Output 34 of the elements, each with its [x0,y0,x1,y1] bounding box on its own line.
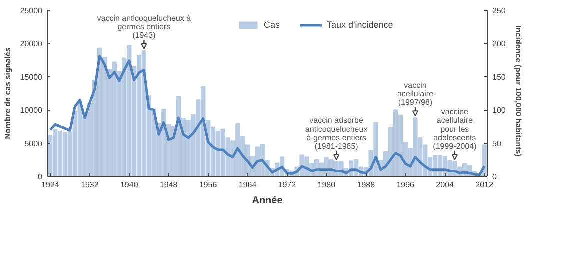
y2-tick-label: 0 [492,172,498,182]
x-tick-label: 2012 [476,180,494,190]
annotation: vaccin adsorbé anticoquelucheux à germes entiers (1981-1985) [305,116,368,151]
y-tick-label: 15000 [20,72,44,82]
y2-tick-label: 50 [492,139,502,148]
legend-label: Cas [264,20,282,30]
y2-tick-label: 200 [492,40,506,49]
bar [482,144,487,176]
x-tick-label: 1996 [396,180,416,190]
x-tick-label: 1948 [160,180,178,190]
y-tick-label: 0 [38,172,44,182]
y2-tick-label: 250 [492,6,506,16]
y2-tick-label: 150 [492,72,506,82]
y2-tick-label: 100 [492,106,506,116]
x-axis-title: Année [252,196,284,206]
y-tick-label: 25000 [20,6,44,16]
x-tick-label: 1940 [120,180,139,190]
y2-axis-title: Incidence (pour 100,000 habitants) [514,26,523,158]
x-tick-label: 1964 [238,180,258,190]
y-axis-title: Nombre de cas signalés [3,47,12,140]
x-tick-label: 2004 [436,180,455,190]
annotation: vaccin anticoquelucheux à germes entiers (1943) [97,14,192,40]
x-tick-label: 1980 [318,180,336,190]
annotation: vaccin acellulaire (1997/98) [397,80,434,108]
x-tick-label: 1972 [278,180,297,190]
y-tick-label: 20000 [20,40,44,49]
x-tick-label: 1932 [81,180,100,190]
annotation: vaccine acellulaire pour les adolescents (1999-2004) [433,108,478,151]
x-tick-label: 1988 [357,180,376,190]
y-tick-label: 10000 [20,106,44,116]
x-tick-label: 1956 [199,180,218,190]
x-tick-label: 1924 [42,180,60,190]
legend-label: Taux d'incidence [327,20,394,30]
y-tick-label: 5000 [24,139,44,148]
